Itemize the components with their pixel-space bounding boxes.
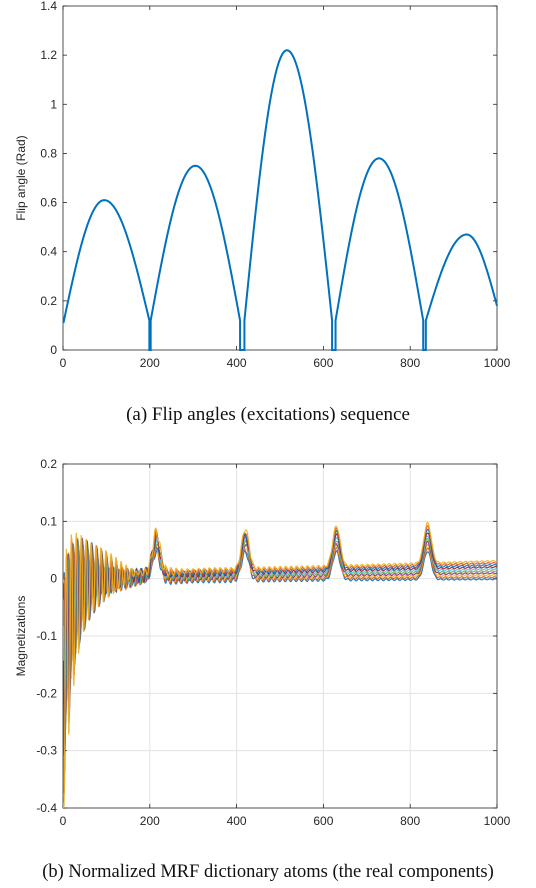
- y-tick-label: -0.2: [36, 686, 57, 700]
- y-tick-label: -0.1: [36, 629, 57, 643]
- y-tick-label: 0.2: [40, 457, 57, 471]
- x-tick-label: 200: [140, 356, 160, 370]
- x-tick-label: 1000: [484, 356, 511, 370]
- chart-magnetizations: 0 200 400 600 800 1000 -0.4 -0.3 -0.2 -0.1 0 0.1 0.2…: [14, 457, 511, 828]
- x-tick-label: 400: [227, 356, 247, 370]
- y-tick-label: -0.4: [36, 801, 57, 815]
- y-tick-label: 0: [50, 343, 57, 357]
- y-tick-label: 0.1: [40, 514, 57, 528]
- x-tick-label: 0: [60, 814, 67, 828]
- y-tick-label: 1.2: [40, 48, 57, 62]
- y-tick-label: 1.4: [40, 0, 57, 13]
- y-tick-label: 0.8: [40, 146, 57, 160]
- x-tick-label: 400: [227, 814, 247, 828]
- caption-a: (a) Flip angles (excitations) sequence: [126, 404, 410, 425]
- y-tick-label: 0.6: [40, 196, 57, 210]
- magnetization-series-group: [63, 521, 497, 808]
- y-tick-label: 1: [50, 97, 57, 111]
- chart-flip-angles: 0 200 400 600 800 1000 0 0.2 0.4 0.6 0.8 1 1.2 1.4 Fli…: [14, 0, 511, 370]
- y-axis-label: Magnetizations: [14, 596, 28, 677]
- y-tick-label: -0.3: [36, 744, 57, 758]
- magnetization-series-line: [63, 521, 497, 808]
- x-tick-label: 1000: [484, 814, 511, 828]
- x-tick-label: 800: [400, 356, 420, 370]
- magnetization-series-line: [63, 543, 497, 714]
- axes-frame: [62, 5, 498, 351]
- y-axis-label: Flip angle (Rad): [14, 135, 28, 220]
- x-tick-label: 0: [60, 356, 67, 370]
- x-tick-label: 800: [400, 814, 420, 828]
- y-tick-label: 0: [50, 572, 57, 586]
- x-tick-label: 600: [313, 814, 333, 828]
- caption-b: (b) Normalized MRF dictionary atoms (the…: [42, 862, 494, 882]
- flip-angle-line: [62, 49, 498, 351]
- x-tick-label: 600: [313, 356, 333, 370]
- y-tick-label: 0.2: [40, 294, 57, 308]
- x-tick-label: 200: [140, 814, 160, 828]
- y-tick-label: 0.4: [40, 245, 57, 259]
